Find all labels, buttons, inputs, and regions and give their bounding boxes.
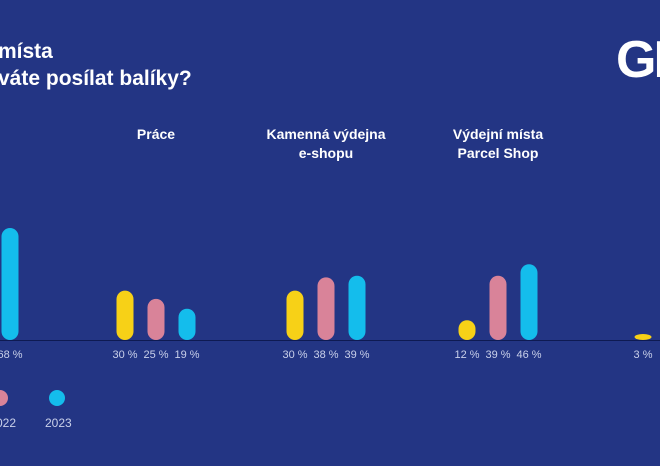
bar-2021 bbox=[634, 334, 652, 340]
category-label: Kamenná výdejna e-shopu bbox=[266, 126, 385, 161]
legend-swatch-2023 bbox=[49, 390, 65, 406]
brand-logo: GL bbox=[616, 36, 660, 86]
bar-2022 bbox=[489, 275, 507, 340]
value-label: 19 % bbox=[174, 349, 199, 361]
value-label: 12 % bbox=[454, 349, 479, 361]
category-label: Práce bbox=[137, 126, 175, 142]
value-label: 39 % bbox=[344, 349, 369, 361]
bar-2021 bbox=[286, 290, 304, 340]
bar-2022 bbox=[317, 277, 335, 340]
bar-2023 bbox=[520, 264, 538, 340]
value-label: 68 % bbox=[0, 349, 23, 361]
value-label: 39 % bbox=[485, 349, 510, 361]
bar-2023 bbox=[348, 275, 366, 340]
bar-2023 bbox=[1, 228, 19, 340]
value-label: 38 % bbox=[313, 349, 338, 361]
bar-2023 bbox=[178, 308, 196, 340]
bar-2022 bbox=[147, 298, 165, 340]
value-label: 30 % bbox=[282, 349, 307, 361]
chart-title: místa váte posílat balíky? bbox=[0, 38, 192, 92]
chart-title-line-2: váte posílat balíky? bbox=[0, 67, 192, 90]
value-label: 3 % bbox=[634, 349, 653, 361]
bar-2021 bbox=[116, 290, 134, 340]
value-label: 46 % bbox=[516, 349, 541, 361]
value-label: 25 % bbox=[143, 349, 168, 361]
legend-label-2023: 2023 bbox=[45, 416, 72, 430]
legend-swatch-2022 bbox=[0, 390, 8, 406]
category-label: Výdejní místa Parcel Shop bbox=[453, 126, 543, 161]
bar-2021 bbox=[458, 320, 476, 340]
legend-label-2022: 022 bbox=[0, 416, 17, 430]
value-label: 30 % bbox=[112, 349, 137, 361]
chart-title-line-1: místa bbox=[0, 40, 53, 63]
